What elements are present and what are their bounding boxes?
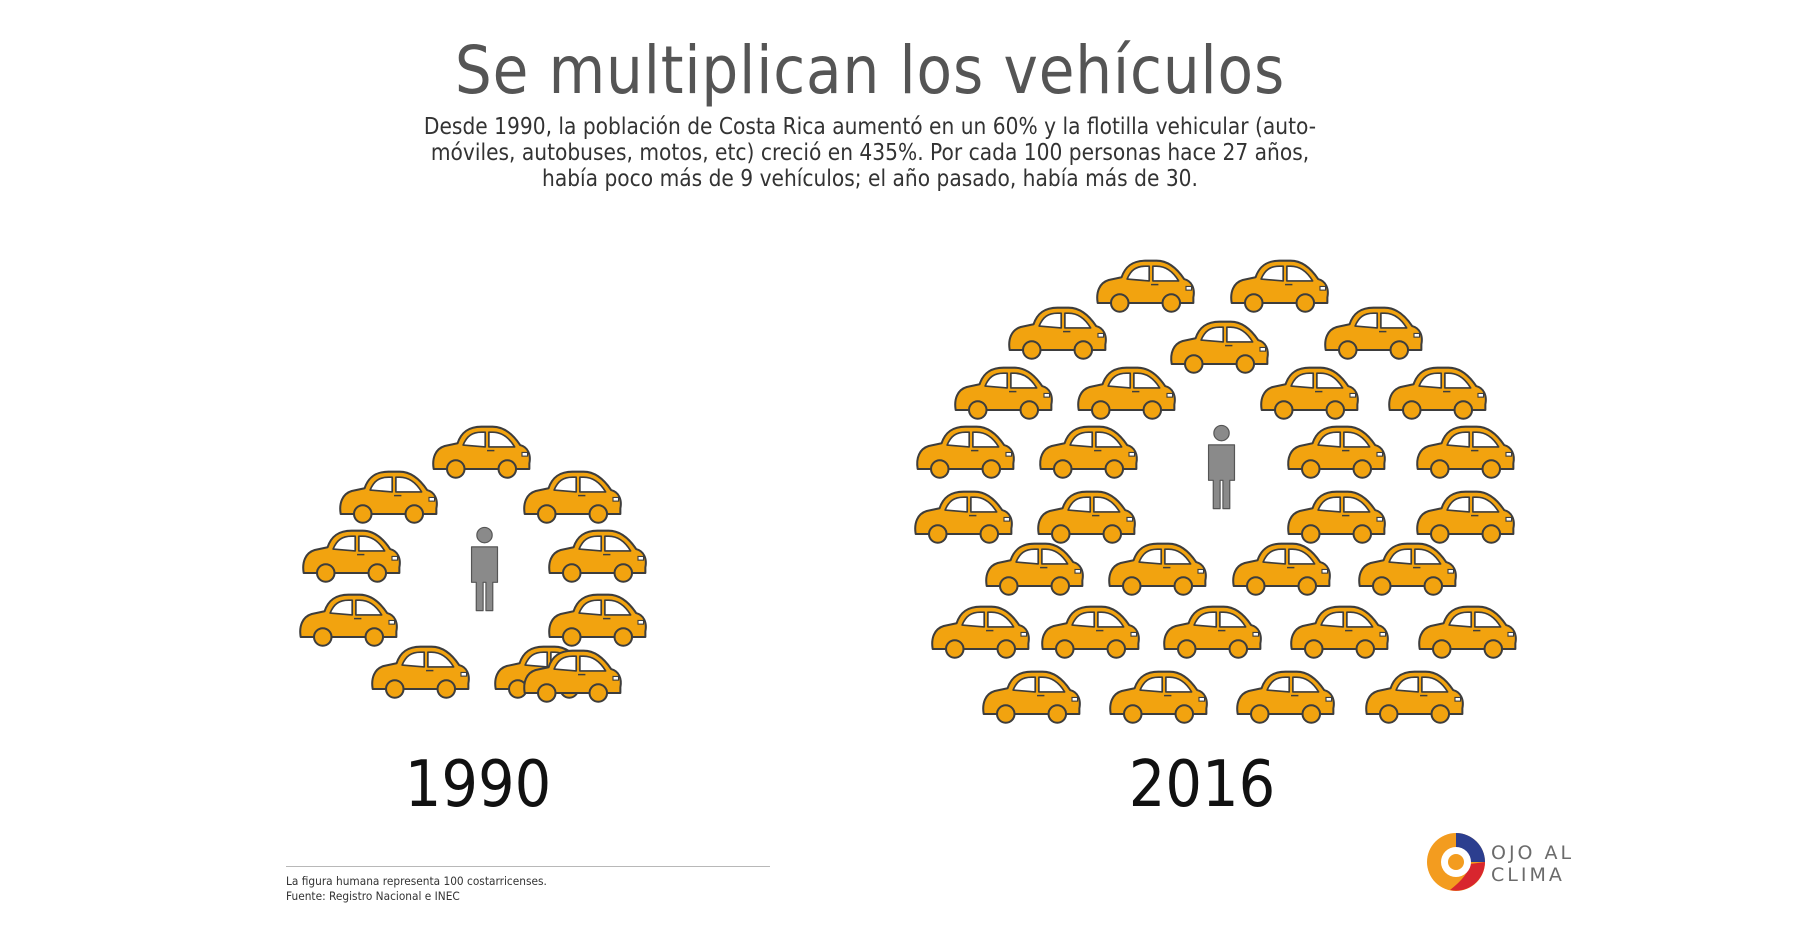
subtitle-line: móviles, autobuses, motos, etc) creció e… (430, 138, 1310, 166)
car-icon (1287, 490, 1386, 544)
car-icon (1416, 425, 1515, 479)
group-1990 (299, 425, 647, 703)
car-icon (1260, 366, 1359, 420)
car-icon (1041, 605, 1140, 659)
car-icon (1324, 306, 1423, 360)
footnotes: La figura humana representa 100 costarri… (286, 874, 570, 904)
subtitle-line: había poco más de 9 vehículos; el año pa… (542, 164, 1198, 192)
car-icon (1170, 320, 1269, 374)
legend-note: La figura humana representa 100 costarri… (286, 874, 547, 888)
car-icon (914, 490, 1013, 544)
car-icon (1008, 306, 1107, 360)
car-icon (1388, 366, 1487, 420)
chart-subtitle: Desde 1990, la población de Costa Rica a… (300, 113, 1440, 191)
car-icon (1096, 259, 1195, 313)
car-icon (982, 670, 1081, 724)
car-icon (1230, 259, 1329, 313)
car-icon (1077, 366, 1176, 420)
car-icon (1287, 425, 1386, 479)
year-label-1990: 1990 (404, 748, 552, 822)
car-icon (1039, 425, 1138, 479)
car-icon (1358, 542, 1457, 596)
car-icon (1416, 490, 1515, 544)
car-icon (548, 593, 647, 647)
car-icon (1108, 542, 1207, 596)
car-icon (302, 529, 401, 583)
subtitle-line: Desde 1990, la población de Costa Rica a… (423, 112, 1317, 140)
logo-line-1: OJO AL (1491, 842, 1575, 864)
year-label-2016: 2016 (1128, 748, 1276, 822)
car-icon (371, 645, 470, 699)
car-icon (954, 366, 1053, 420)
car-icon (1418, 605, 1517, 659)
car-icon (1365, 670, 1464, 724)
car-icon (432, 425, 531, 479)
logo-text: OJO AL CLIMA (1491, 842, 1574, 886)
car-icon (1109, 670, 1208, 724)
group-2016 (914, 259, 1517, 724)
footnote-divider (286, 866, 770, 867)
car-icon (1232, 542, 1331, 596)
chart-title: Se multiplican los vehículos (454, 32, 1286, 109)
car-icon (1290, 605, 1389, 659)
car-icon (523, 470, 622, 524)
car-icon (548, 529, 647, 583)
person-icon (1207, 424, 1236, 510)
car-icon (1037, 490, 1136, 544)
car-icon (299, 593, 398, 647)
ojo-al-clima-logo: OJO AL CLIMA (1424, 830, 1594, 900)
source-note: Fuente: Registro Nacional e INEC (286, 889, 460, 903)
logo-line-2: CLIMA (1491, 864, 1565, 886)
person-icon (470, 526, 499, 612)
car-icon (985, 542, 1084, 596)
car-icon (1236, 670, 1335, 724)
car-icon (916, 425, 1015, 479)
car-icon (339, 470, 438, 524)
car-icon (1163, 605, 1262, 659)
car-icon (931, 605, 1030, 659)
logo-eye-icon (1427, 833, 1485, 891)
